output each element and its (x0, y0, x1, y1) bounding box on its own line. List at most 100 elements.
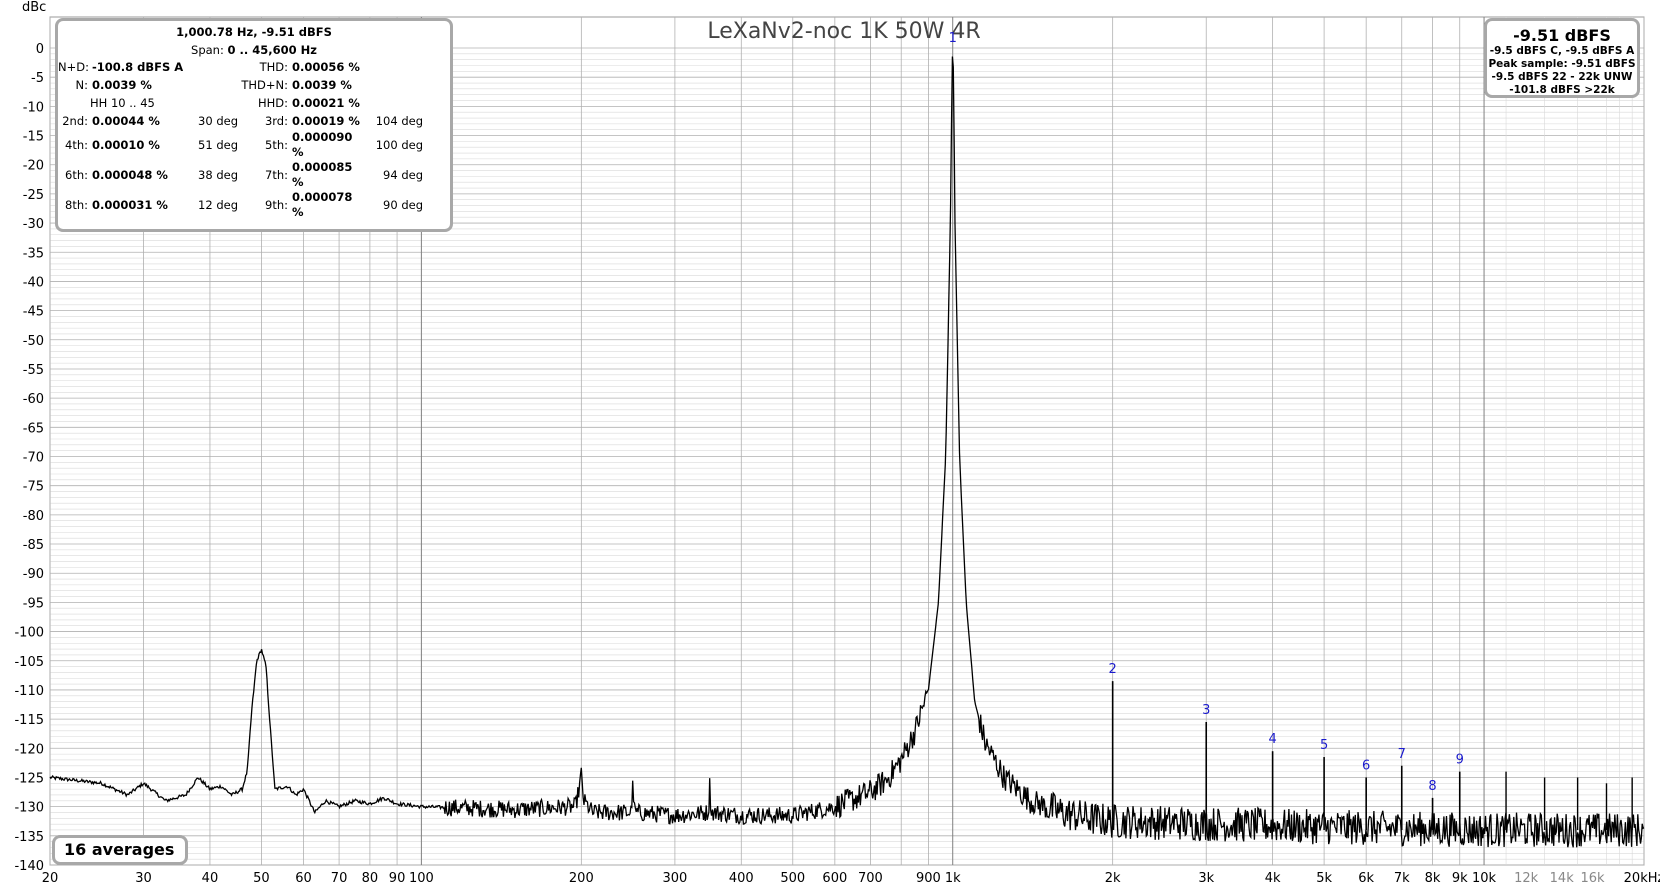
x-tick-label: 7k (1394, 871, 1410, 884)
y-tick-label: -45 (23, 305, 44, 320)
y-tick-label: -80 (23, 509, 44, 524)
x-tick-label: 40 (202, 871, 219, 884)
y-tick-label: -20 (23, 159, 44, 174)
harmonic-label: 5 (1320, 738, 1328, 753)
y-tick-label: -135 (14, 830, 44, 845)
x-tick-label: 12k (1514, 871, 1539, 884)
level-main: -9.51 dBFS (1513, 26, 1611, 45)
harmonic-label: 6 (1362, 758, 1370, 773)
harmonic-4-phase: 51 deg (198, 138, 238, 152)
harmonic-5-phase: 100 deg (375, 138, 423, 152)
x-tick-label: 4k (1265, 871, 1281, 884)
x-tick-label: 600 (822, 871, 847, 884)
y-axis-unit: dBc (22, 0, 46, 15)
harmonic-3-value: 0.00019 % (292, 114, 360, 128)
n-value: 0.0039 % (92, 78, 152, 92)
y-tick-label: -85 (23, 538, 44, 553)
x-tick-label: 16k (1580, 871, 1605, 884)
x-tick-label: 30 (135, 871, 152, 884)
x-tick-label: 2k (1105, 871, 1121, 884)
harmonic-5-value: 0.000090 % (292, 130, 353, 159)
y-tick-label: -60 (23, 392, 44, 407)
harmonic-2-value: 0.00044 % (92, 114, 160, 128)
y-tick-label: -70 (23, 451, 44, 466)
x-tick-label: 70 (331, 871, 348, 884)
x-tick-label: 200 (569, 871, 594, 884)
harmonic-9-label: 9th: (265, 198, 288, 212)
y-tick-label: -25 (23, 188, 44, 203)
x-tick-label: 14k (1550, 871, 1575, 884)
x-tick-label: 8k (1425, 871, 1441, 884)
thd-value: 0.00056 % (292, 60, 360, 74)
x-tick-label: 80 (362, 871, 379, 884)
level-line-4: -101.8 dBFS >22k (1509, 84, 1615, 96)
traces (49, 56, 1645, 848)
span-row: Span: 0 .. 45,600 Hz (58, 43, 450, 57)
thdn-value: 0.0039 % (292, 78, 352, 92)
harmonic-5-label: 5th: (265, 138, 288, 152)
harmonic-9-phase: 90 deg (383, 198, 423, 212)
stats-header: 1,000.78 Hz, -9.51 dBFS (176, 25, 332, 39)
harmonic-2-phase: 30 deg (198, 114, 238, 128)
harmonic-8-value: 0.000031 % (92, 198, 168, 212)
stats-panel: 1,000.78 Hz, -9.51 dBFS Span: 0 .. 45,60… (55, 18, 453, 232)
nd-label: N+D: (58, 60, 89, 74)
x-tick-label: 5k (1316, 871, 1332, 884)
x-tick-label: 50 (253, 871, 270, 884)
nd-value: -100.8 dBFS A (92, 60, 184, 74)
x-tick-label: 20kHz (1624, 871, 1660, 884)
chart-title: LeXaNv2-noc 1K 50W 4R (707, 19, 980, 44)
harmonic-9-value: 0.000078 % (292, 190, 353, 219)
harmonic-label: 4 (1268, 732, 1276, 747)
harmonic-2-label: 2nd: (62, 114, 88, 128)
harmonic-marks: 2 3 4 5 6 7 8 9 1 (949, 31, 1633, 830)
harmonic-4-value: 0.00010 % (92, 138, 160, 152)
thdn-label: THD+N: (241, 78, 288, 92)
x-tick-label: 1k (945, 871, 961, 884)
x-tick-label: 60 (295, 871, 312, 884)
y-tick-label: -55 (23, 363, 44, 378)
level-line-3: -9.5 dBFS 22 - 22k UNW (1491, 71, 1633, 83)
harmonic-6-value: 0.000048 % (92, 168, 168, 182)
harmonic-label: 9 (1456, 753, 1464, 768)
hhd-value: 0.00021 % (292, 96, 360, 110)
x-tick-label: 100 (409, 871, 434, 884)
averages-badge[interactable]: 16 averages (52, 835, 188, 865)
harmonic-6-label: 6th: (65, 168, 88, 182)
level-line-2: Peak sample: -9.51 dBFS (1488, 58, 1636, 70)
x-tick-label: 500 (780, 871, 805, 884)
harmonic-7-value: 0.000085 % (292, 160, 353, 189)
harmonic-6-phase: 38 deg (198, 168, 238, 182)
x-tick-label: 9k (1452, 871, 1468, 884)
y-tick-label: -50 (23, 334, 44, 349)
y-tick-label: -100 (14, 626, 44, 641)
x-tick-label: 6k (1358, 871, 1374, 884)
y-axis: 0 -5 -10 -15 -20 -25 -30 -35 -40 -45 -50 -55 -60 -65 -… (14, 42, 44, 874)
thd-label: THD: (259, 60, 288, 74)
y-tick-label: -130 (14, 801, 44, 816)
harmonic-3-label: 3rd: (264, 114, 288, 128)
hh-label: HH 10 .. 45 (90, 96, 155, 110)
harmonic-7-phase: 94 deg (383, 168, 423, 182)
harmonic-8-phase: 12 deg (198, 198, 238, 212)
level-line-1: -9.5 dBFS C, -9.5 dBFS A (1489, 45, 1635, 57)
x-tick-label: 400 (729, 871, 754, 884)
y-tick-label: -90 (23, 567, 44, 582)
n-label: N: (75, 78, 88, 92)
y-tick-label: -140 (14, 859, 44, 874)
y-tick-label: -105 (14, 655, 44, 670)
harmonic-4-label: 4th: (65, 138, 88, 152)
y-tick-label: -110 (14, 684, 44, 699)
y-tick-label: 0 (36, 42, 44, 57)
y-tick-label: -10 (23, 100, 44, 115)
x-tick-label: 90 (389, 871, 406, 884)
span-value: 0 .. 45,600 Hz (227, 43, 317, 57)
y-tick-label: -75 (23, 480, 44, 495)
x-tick-label: 3k (1198, 871, 1214, 884)
y-tick-label: -95 (23, 596, 44, 611)
x-tick-label: 10k (1472, 871, 1497, 884)
x-tick-label: 900 (916, 871, 941, 884)
harmonic-3-phase: 104 deg (375, 114, 423, 128)
y-tick-label: -125 (14, 771, 44, 786)
